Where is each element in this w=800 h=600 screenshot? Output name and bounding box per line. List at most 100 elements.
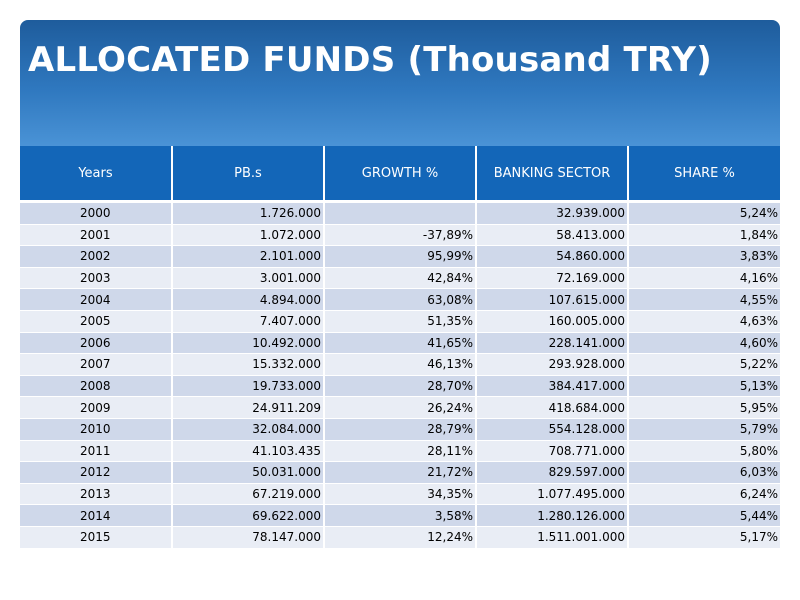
table-header-row: Years PB.s GROWTH % BANKING SECTOR SHARE… xyxy=(20,146,780,202)
year-cell: 2015 xyxy=(20,526,173,549)
share-cell: 5,22% xyxy=(628,353,780,376)
pbs-cell: 1.072.000 xyxy=(172,224,325,247)
pbs-cell: 1.726.000 xyxy=(172,201,325,225)
year-cell: 2008 xyxy=(20,375,173,398)
table-row: 2007 15.332.000 46,13% 293.928.000 5,22% xyxy=(20,353,780,376)
share-cell: 5,95% xyxy=(628,396,780,419)
share-cell: 5,80% xyxy=(628,440,780,463)
share-cell: 4,55% xyxy=(628,288,780,311)
banking-sector-cell: 72.169.000 xyxy=(476,267,629,290)
pbs-cell: 67.219.000 xyxy=(172,483,325,506)
pbs-cell: 32.084.000 xyxy=(172,418,325,441)
growth-cell: 63,08% xyxy=(324,288,477,311)
table-row: 2006 10.492.000 41,65% 228.141.000 4,60% xyxy=(20,332,780,355)
header-growth: GROWTH % xyxy=(324,146,477,202)
share-cell: 4,60% xyxy=(628,332,780,355)
pbs-cell: 4.894.000 xyxy=(172,288,325,311)
growth-cell: 46,13% xyxy=(324,353,477,376)
table-row: 2005 7.407.000 51,35% 160.005.000 4,63% xyxy=(20,310,780,333)
pbs-cell: 69.622.000 xyxy=(172,504,325,527)
year-cell: 2005 xyxy=(20,310,173,333)
table-row: 2001 1.072.000 -37,89% 58.413.000 1,84% xyxy=(20,224,780,247)
growth-cell: 21,72% xyxy=(324,461,477,484)
pbs-cell: 24.911.209 xyxy=(172,396,325,419)
pbs-cell: 78.147.000 xyxy=(172,526,325,549)
allocated-funds-table: Years PB.s GROWTH % BANKING SECTOR SHARE… xyxy=(20,146,780,549)
growth-cell: 26,24% xyxy=(324,396,477,419)
table-row: 2000 1.726.000 32.939.000 5,24% xyxy=(20,201,780,225)
table-row: 2011 41.103.435 28,11% 708.771.000 5,80% xyxy=(20,440,780,463)
year-cell: 2004 xyxy=(20,288,173,311)
table-row: 2004 4.894.000 63,08% 107.615.000 4,55% xyxy=(20,288,780,311)
year-cell: 2002 xyxy=(20,245,173,268)
header-banking-sector: BANKING SECTOR xyxy=(476,146,629,202)
banking-sector-cell: 293.928.000 xyxy=(476,353,629,376)
pbs-cell: 3.001.000 xyxy=(172,267,325,290)
share-cell: 3,83% xyxy=(628,245,780,268)
growth-cell: 41,65% xyxy=(324,332,477,355)
pbs-cell: 10.492.000 xyxy=(172,332,325,355)
banking-sector-cell: 228.141.000 xyxy=(476,332,629,355)
year-cell: 2013 xyxy=(20,483,173,506)
share-cell: 4,16% xyxy=(628,267,780,290)
growth-cell: 42,84% xyxy=(324,267,477,290)
banking-sector-cell: 418.684.000 xyxy=(476,396,629,419)
growth-cell xyxy=(324,201,477,225)
banking-sector-cell: 554.128.000 xyxy=(476,418,629,441)
table-row: 2008 19.733.000 28,70% 384.417.000 5,13% xyxy=(20,375,780,398)
share-cell: 5,13% xyxy=(628,375,780,398)
title-banner xyxy=(20,20,780,146)
banking-sector-cell: 32.939.000 xyxy=(476,201,629,225)
table-row: 2009 24.911.209 26,24% 418.684.000 5,95% xyxy=(20,396,780,419)
banking-sector-cell: 58.413.000 xyxy=(476,224,629,247)
table-row: 2015 78.147.000 12,24% 1.511.001.000 5,17% xyxy=(20,526,780,549)
table-row: 2002 2.101.000 95,99% 54.860.000 3,83% xyxy=(20,245,780,268)
banking-sector-cell: 160.005.000 xyxy=(476,310,629,333)
share-cell: 5,17% xyxy=(628,526,780,549)
share-cell: 5,24% xyxy=(628,201,780,225)
growth-cell: 34,35% xyxy=(324,483,477,506)
header-share: SHARE % xyxy=(628,146,780,202)
year-cell: 2010 xyxy=(20,418,173,441)
table-row: 2012 50.031.000 21,72% 829.597.000 6,03% xyxy=(20,461,780,484)
pbs-cell: 41.103.435 xyxy=(172,440,325,463)
share-cell: 5,79% xyxy=(628,418,780,441)
table-body: 2000 1.726.000 32.939.000 5,24% 2001 1.072.00… xyxy=(20,201,780,549)
growth-cell: 51,35% xyxy=(324,310,477,333)
growth-cell: 12,24% xyxy=(324,526,477,549)
header-years: Years xyxy=(20,146,173,202)
header-pbs: PB.s xyxy=(172,146,325,202)
growth-cell: 28,70% xyxy=(324,375,477,398)
banking-sector-cell: 107.615.000 xyxy=(476,288,629,311)
table-row: 2003 3.001.000 42,84% 72.169.000 4,16% xyxy=(20,267,780,290)
banking-sector-cell: 829.597.000 xyxy=(476,461,629,484)
year-cell: 2006 xyxy=(20,332,173,355)
banking-sector-cell: 384.417.000 xyxy=(476,375,629,398)
pbs-cell: 50.031.000 xyxy=(172,461,325,484)
year-cell: 2000 xyxy=(20,201,173,225)
share-cell: 6,24% xyxy=(628,483,780,506)
share-cell: 4,63% xyxy=(628,310,780,333)
share-cell: 1,84% xyxy=(628,224,780,247)
pbs-cell: 15.332.000 xyxy=(172,353,325,376)
table-row: 2010 32.084.000 28,79% 554.128.000 5,79% xyxy=(20,418,780,441)
year-cell: 2001 xyxy=(20,224,173,247)
year-cell: 2007 xyxy=(20,353,173,376)
slide-title: ALLOCATED FUNDS (Thousand TRY) xyxy=(27,40,712,80)
banking-sector-cell: 1.511.001.000 xyxy=(476,526,629,549)
banking-sector-cell: 54.860.000 xyxy=(476,245,629,268)
table-row: 2014 69.622.000 3,58% 1.280.126.000 5,44% xyxy=(20,504,780,527)
year-cell: 2014 xyxy=(20,504,173,527)
growth-cell: 3,58% xyxy=(324,504,477,527)
year-cell: 2011 xyxy=(20,440,173,463)
share-cell: 6,03% xyxy=(628,461,780,484)
banking-sector-cell: 1.077.495.000 xyxy=(476,483,629,506)
banking-sector-cell: 1.280.126.000 xyxy=(476,504,629,527)
year-cell: 2009 xyxy=(20,396,173,419)
growth-cell: 95,99% xyxy=(324,245,477,268)
growth-cell: 28,11% xyxy=(324,440,477,463)
pbs-cell: 19.733.000 xyxy=(172,375,325,398)
growth-cell: 28,79% xyxy=(324,418,477,441)
share-cell: 5,44% xyxy=(628,504,780,527)
